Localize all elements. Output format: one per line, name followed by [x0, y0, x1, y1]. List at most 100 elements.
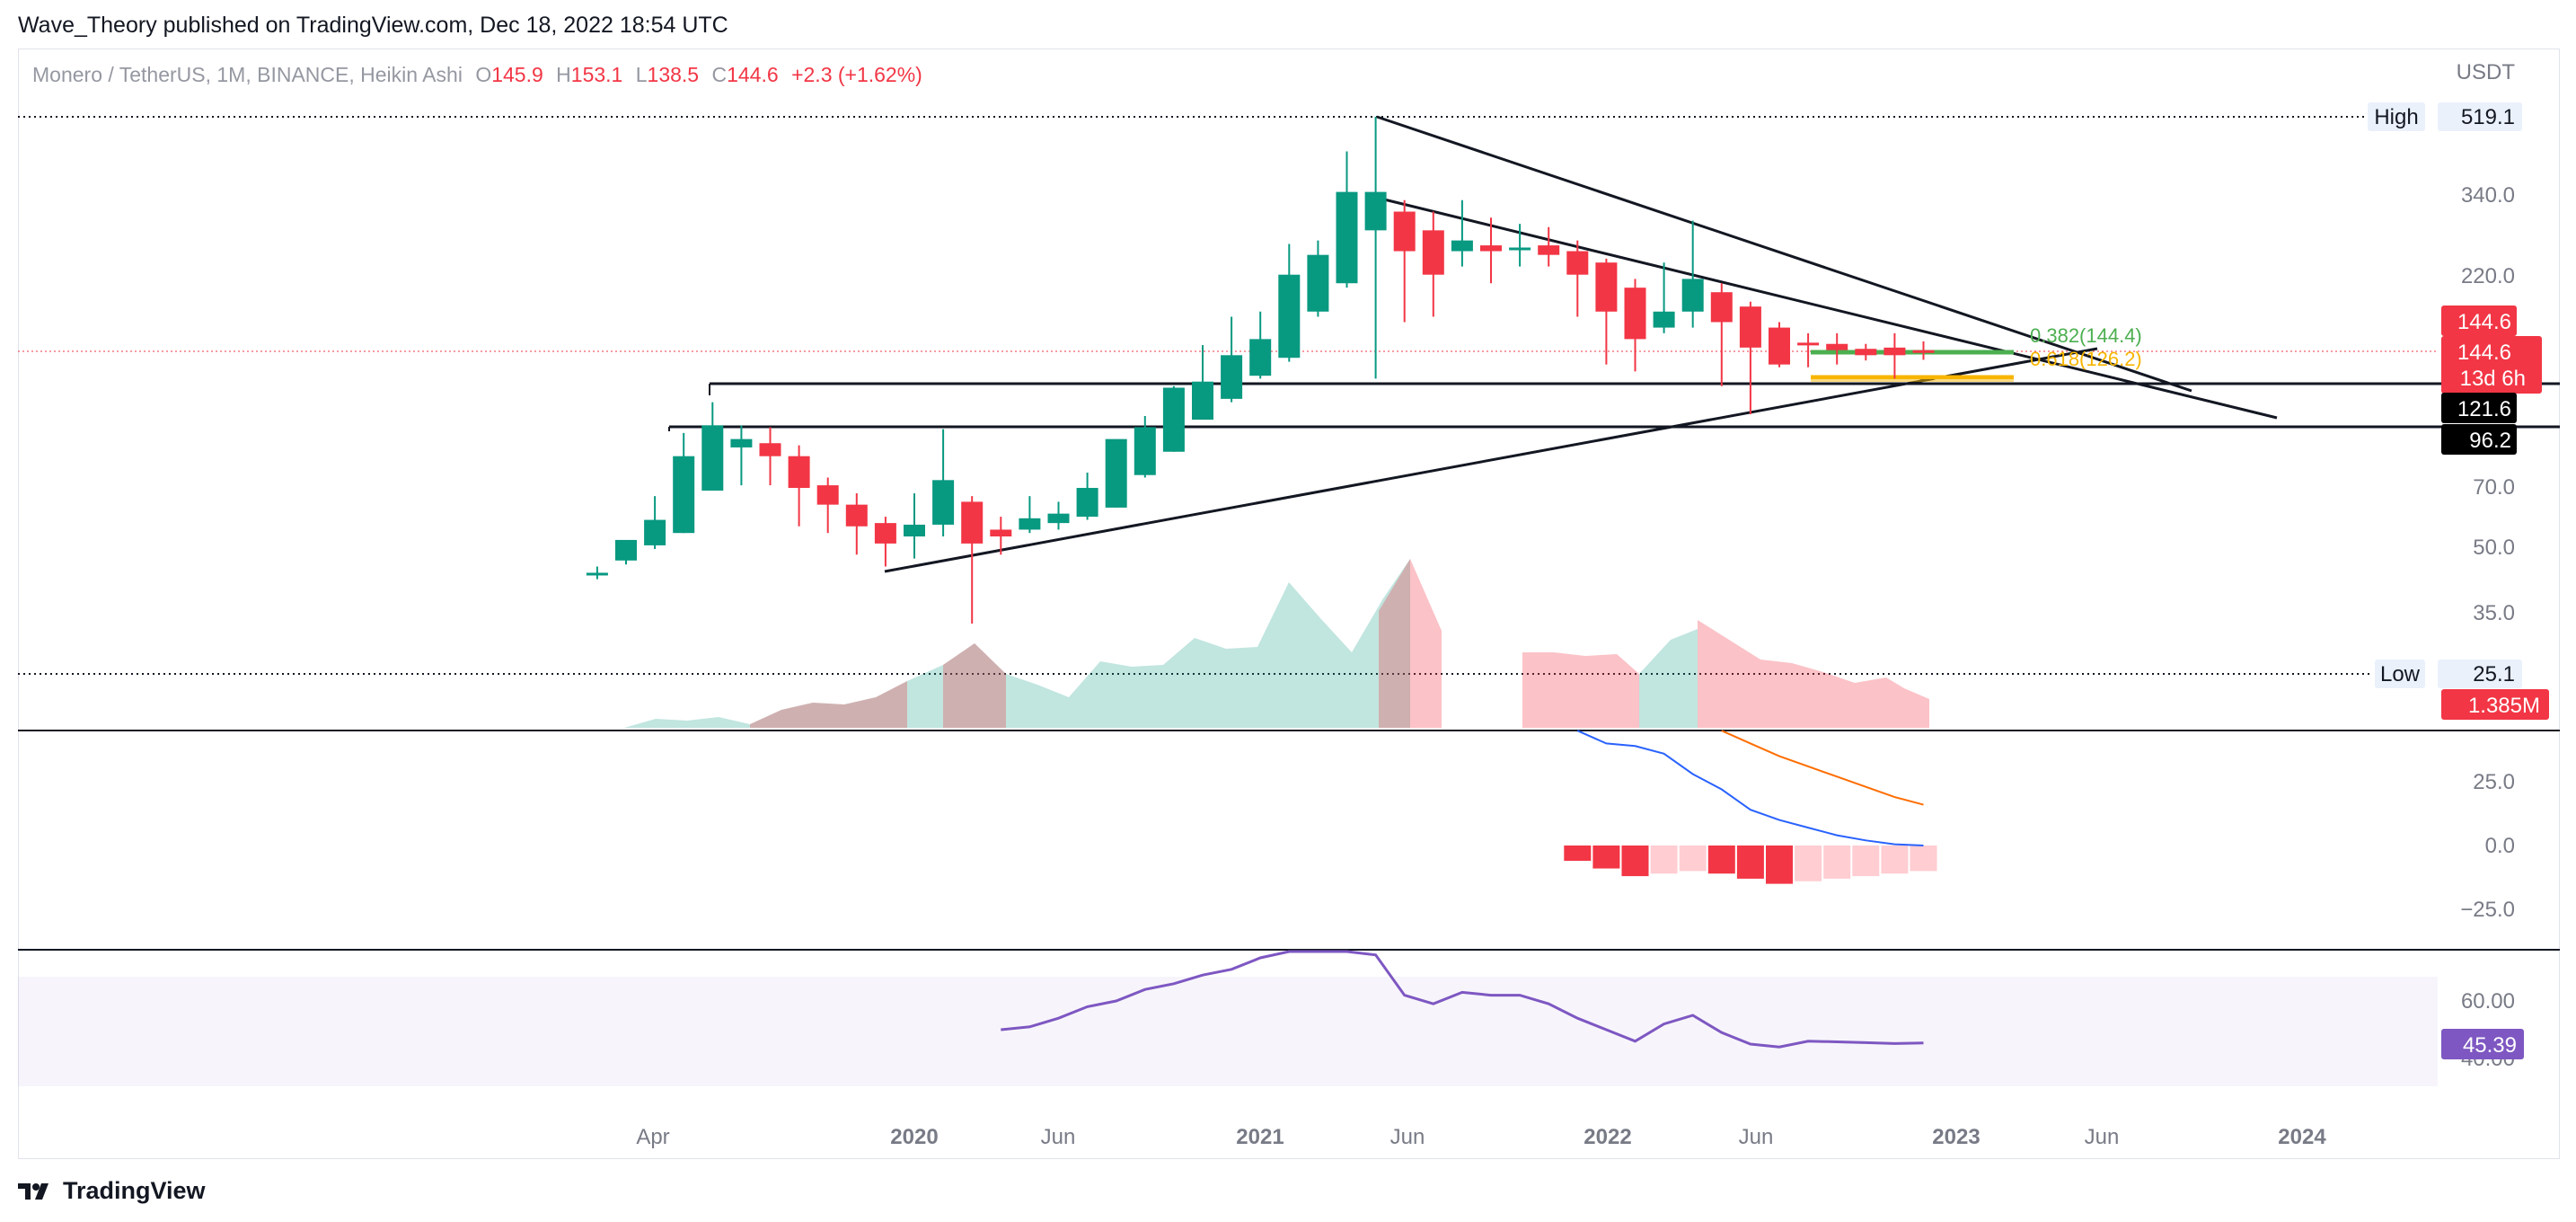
candle-body[interactable]: [1278, 274, 1301, 359]
time-label: Jun: [1739, 1125, 1774, 1149]
fib-382-label: 0.382(144.4): [2030, 324, 2142, 347]
candle-body[interactable]: [845, 504, 868, 527]
candle-body[interactable]: [990, 529, 1012, 537]
candle-body[interactable]: [615, 539, 637, 561]
low-tag-label: Low: [2380, 662, 2421, 686]
time-label: Jun: [2085, 1125, 2120, 1149]
candle-body[interactable]: [759, 443, 781, 456]
macd-line: [1576, 730, 1924, 846]
candle-body[interactable]: [961, 501, 984, 544]
candle-body[interactable]: [673, 456, 695, 534]
candle-body[interactable]: [1364, 191, 1387, 231]
candle-body[interactable]: [1538, 245, 1560, 255]
candle-body[interactable]: [788, 456, 810, 489]
candle-body[interactable]: [1509, 247, 1531, 251]
time-label: 2022: [1584, 1125, 1631, 1149]
candle-body[interactable]: [1883, 347, 1906, 356]
candle-body[interactable]: [1221, 355, 1243, 399]
axis-tick: 340.0: [2461, 183, 2515, 208]
candle-body[interactable]: [874, 523, 896, 544]
macd-axis-tick: −25.0: [2460, 898, 2515, 922]
close-value: 144.6: [727, 63, 779, 86]
high-tag-value: 519.1: [2461, 105, 2515, 129]
macd-histogram-bar: [1910, 846, 1937, 872]
macd-histogram-bar: [1592, 846, 1620, 869]
macd-group: [1564, 730, 1937, 884]
macd-histogram-bar: [1564, 846, 1592, 862]
candle-body[interactable]: [1710, 292, 1733, 323]
macd-axis-tick: 0.0: [2485, 834, 2515, 858]
axis-currency: USDT: [2457, 60, 2516, 84]
high-tag-label-bg: [2368, 102, 2425, 131]
volume-area: [624, 559, 1929, 728]
candle-body[interactable]: [1076, 488, 1098, 518]
rising-trendline[interactable]: [884, 347, 2098, 573]
candle-body[interactable]: [932, 480, 955, 525]
rsi-value-tag: 45.39: [2463, 1033, 2517, 1058]
candle-body[interactable]: [1480, 245, 1502, 252]
price-tag-2: 144.6: [2457, 341, 2511, 365]
candles-group: [586, 117, 1935, 624]
publisher-caption: Wave_Theory published on TradingView.com…: [18, 13, 728, 38]
candle-body[interactable]: [1855, 349, 1877, 356]
candle-body[interactable]: [1307, 254, 1329, 312]
candle-body[interactable]: [730, 438, 753, 447]
candle-body[interactable]: [1769, 327, 1790, 365]
footer-brand-text: TradingView: [63, 1177, 206, 1204]
close-label: C: [711, 63, 728, 86]
candle-body[interactable]: [701, 425, 724, 491]
macd-signal-line: [1721, 730, 1924, 806]
candle-body[interactable]: [1249, 339, 1272, 376]
candle-body[interactable]: [816, 485, 839, 505]
high-tag-label: High: [2374, 105, 2418, 129]
symbol-legend[interactable]: Monero / TetherUS, 1M, BINANCE, Heikin A…: [32, 63, 922, 87]
macd-axis-tick: 25.0: [2473, 770, 2515, 794]
candle-body[interactable]: [1192, 381, 1213, 421]
candle-body[interactable]: [1422, 230, 1444, 275]
macd-histogram-bar: [1795, 846, 1822, 881]
candle-body[interactable]: [1624, 288, 1646, 340]
time-label: 2023: [1932, 1125, 1980, 1149]
candle-body[interactable]: [1134, 427, 1156, 475]
candle-body[interactable]: [1566, 251, 1589, 275]
candle-body[interactable]: [644, 519, 666, 545]
price-tag-1: 144.6: [2457, 310, 2511, 334]
candle-body[interactable]: [1739, 306, 1761, 348]
falling-trendline-lower[interactable]: [1376, 196, 2278, 420]
candle-body[interactable]: [1595, 262, 1618, 312]
low-label: L: [635, 63, 648, 86]
falling-trendline-upper[interactable]: [1376, 115, 2192, 393]
time-label: Jun: [1390, 1125, 1425, 1149]
low-tag-value-bg: [2438, 660, 2522, 688]
macd-histogram-bar: [1852, 846, 1880, 877]
volume-tag-bg: [2441, 689, 2549, 720]
candle-body[interactable]: [1797, 342, 1820, 346]
candle-body[interactable]: [1162, 387, 1185, 452]
candle-body[interactable]: [1681, 279, 1704, 312]
open-value: 145.9: [491, 63, 543, 86]
candle-body[interactable]: [1912, 350, 1935, 353]
rsi-tag-bg: [2441, 1029, 2524, 1059]
low-tag-label-bg: [2375, 660, 2425, 688]
candle-body[interactable]: [1105, 438, 1127, 508]
macd-histogram-bar: [1736, 846, 1764, 879]
fib-618-label: 0.618(126.2): [2030, 348, 2142, 370]
candle-body[interactable]: [1047, 513, 1070, 524]
candle-body[interactable]: [1019, 518, 1041, 530]
candle-body[interactable]: [1826, 343, 1848, 350]
time-label: 2021: [1236, 1125, 1284, 1149]
candle-body[interactable]: [1653, 311, 1675, 328]
rsi-band: [18, 977, 2438, 1086]
macd-histogram-bar: [1707, 846, 1735, 874]
footer-brand[interactable]: TradingView: [18, 1177, 206, 1205]
macd-histogram-bar: [1679, 846, 1707, 872]
chart-frame[interactable]: [18, 49, 2560, 1159]
price-tag-1-bg: [2441, 306, 2517, 336]
candle-body[interactable]: [1393, 211, 1416, 252]
macd-histogram-bar: [1650, 846, 1678, 874]
candle-body[interactable]: [1336, 191, 1358, 284]
candle-body[interactable]: [904, 524, 925, 537]
candle-body[interactable]: [1451, 240, 1473, 252]
candle-body[interactable]: [586, 572, 608, 576]
